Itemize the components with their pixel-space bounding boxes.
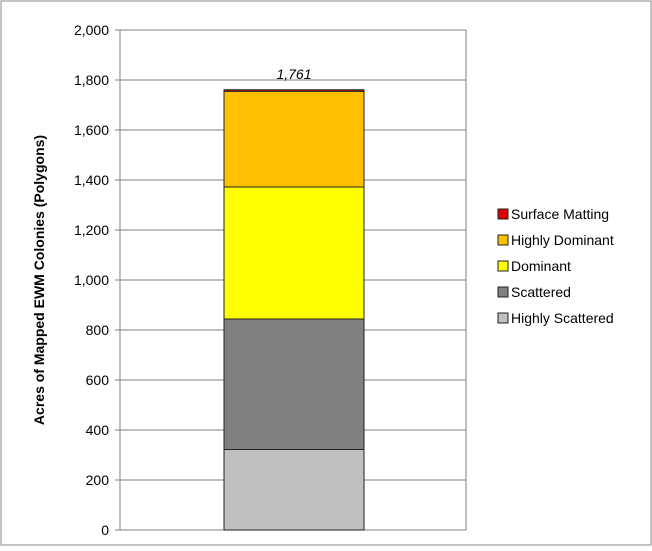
y-tick-label: 0 — [101, 522, 109, 538]
legend-swatch — [497, 260, 509, 272]
y-tick-label: 600 — [86, 372, 110, 388]
y-axis-title: Acres of Mapped EWM Colonies (Polygons) — [31, 135, 47, 425]
bar-segment-surface-matting — [223, 89, 365, 92]
bar-total-label: 1,761 — [276, 66, 311, 82]
y-tick-label: 400 — [86, 422, 110, 438]
legend-label: Scattered — [511, 284, 571, 300]
y-tick-label: 1,800 — [74, 72, 109, 88]
y-axis-ticks: 0 200 400 600 800 1,000 1,200 1,400 1,600 1,800 2,… — [74, 22, 120, 538]
y-tick-label: 1,000 — [74, 272, 109, 288]
legend-swatch — [497, 286, 509, 298]
legend-swatch — [497, 234, 509, 246]
y-tick-label: 200 — [86, 472, 110, 488]
legend-swatch — [497, 208, 509, 220]
legend: Surface Matting Highly Dominant Dominant Sc… — [497, 206, 614, 326]
bar-segment-highly-scattered — [223, 449, 365, 531]
legend-label: Surface Matting — [511, 206, 609, 222]
y-tick-label: 1,400 — [74, 172, 109, 188]
bar-segments — [223, 89, 365, 531]
y-tick-label: 2,000 — [74, 22, 109, 38]
legend-label: Dominant — [511, 258, 571, 274]
y-tick-label: 800 — [86, 322, 110, 338]
legend-swatch — [497, 312, 509, 324]
legend-label: Highly Dominant — [511, 232, 614, 248]
bar-segment-scattered — [223, 318, 365, 450]
y-tick-label: 1,200 — [74, 222, 109, 238]
bar-segment-highly-dominant — [223, 90, 365, 188]
y-tick-label: 1,600 — [74, 122, 109, 138]
legend-label: Highly Scattered — [511, 310, 614, 326]
bar-segment-dominant — [223, 186, 365, 320]
